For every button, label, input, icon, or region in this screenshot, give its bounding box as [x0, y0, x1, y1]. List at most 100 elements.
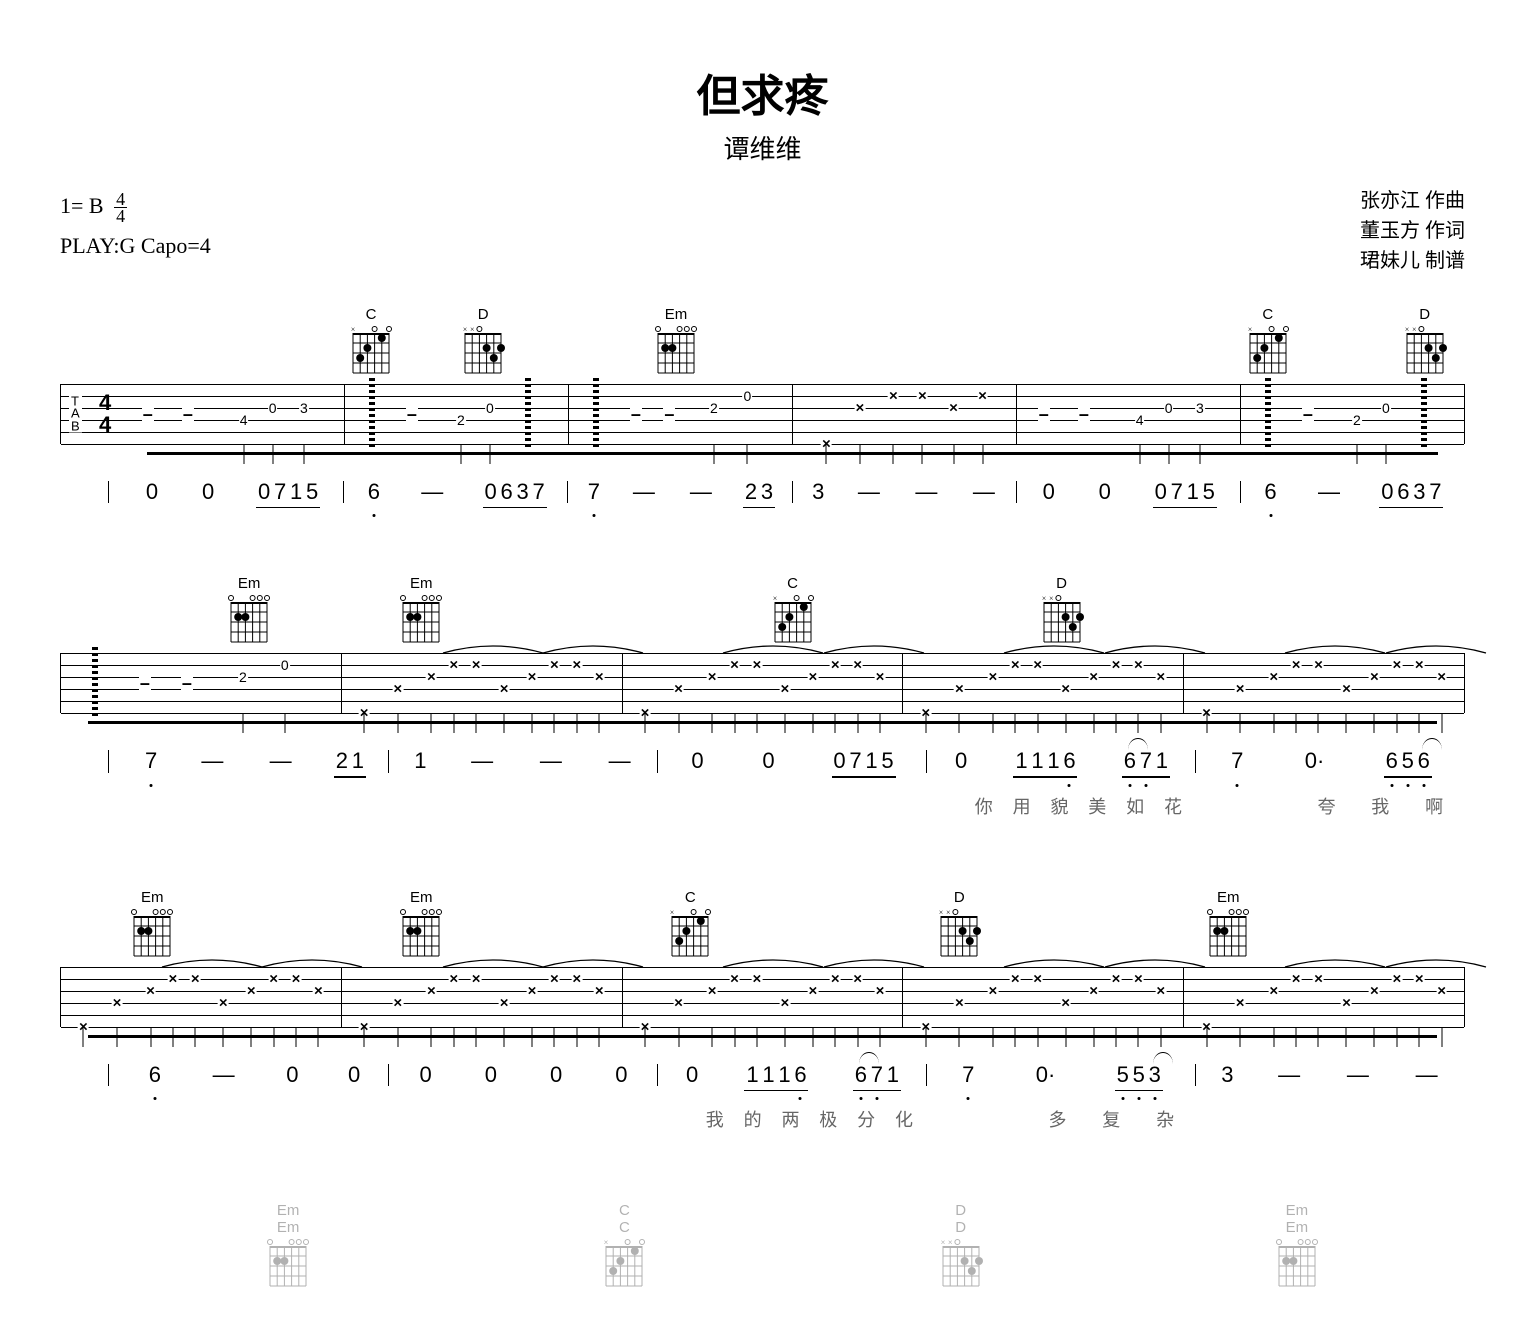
mute-x: × — [729, 971, 740, 986]
jianpu-measure: 01116671 — [927, 748, 1196, 774]
lyric-char: 用 — [1013, 793, 1031, 819]
mute-x: × — [917, 389, 928, 404]
mute-x: × — [1436, 670, 1447, 685]
mute-x: × — [268, 971, 279, 986]
jianpu-note: 3 — [811, 479, 825, 505]
tab-measure: × × × × × × × × × × — [1184, 967, 1464, 1027]
svg-text:×: × — [772, 594, 777, 603]
mute-x: × — [1111, 971, 1122, 986]
chord-label: D — [1419, 306, 1430, 323]
tab-staff: ––2 0 × × × × × × × × × × × × — [60, 653, 1465, 713]
mute-x: × — [392, 995, 403, 1010]
jianpu-row: 7——211———0007150111667170·656 — [120, 748, 1465, 774]
jianpu-note: 5 — [1132, 1062, 1146, 1088]
lyric-measure — [389, 1106, 658, 1132]
fret-number: 2 — [709, 401, 719, 415]
chord-label: Em — [238, 575, 261, 592]
jianpu-note: 7 — [587, 479, 601, 505]
chord-diagram-svg — [130, 908, 174, 958]
lyric-char — [1218, 793, 1232, 819]
chord-row: Em Em C× D×× — [120, 575, 1465, 650]
tab-measure: × × × × × × × × × × — [61, 967, 342, 1027]
jianpu-measure: 6—00 — [120, 1062, 389, 1088]
chord-diagram-C: C× — [771, 575, 815, 644]
jianpu-note: 0 — [257, 479, 271, 505]
chord-diagram-svg: ×× — [939, 1238, 983, 1288]
jianpu-note: 0 — [1154, 479, 1168, 505]
tie-mark — [723, 641, 745, 655]
mute-x: × — [145, 983, 156, 998]
mute-x: × — [571, 658, 582, 673]
jianpu-note: 0 — [285, 1062, 299, 1088]
lyric-char: 化 — [895, 1106, 913, 1132]
jianpu-note: 5 — [1116, 1062, 1130, 1088]
tab-measure: × × × × × × × × × × — [342, 653, 623, 713]
chord-label: D — [954, 889, 965, 906]
lyric-char — [1291, 1106, 1305, 1132]
mute-x: × — [1313, 658, 1324, 673]
jianpu-note: 7 — [1139, 748, 1153, 774]
chord-diagram-D: D×× — [1040, 575, 1084, 644]
mute-x: × — [1010, 971, 1021, 986]
chord-label: Em — [277, 1219, 300, 1236]
credit-line: 董玉方 作词 — [1360, 216, 1465, 246]
jianpu-measure: 000715 — [1017, 479, 1241, 505]
svg-text:×: × — [1048, 594, 1053, 603]
jianpu-note: 1 — [413, 748, 427, 774]
mute-x: × — [988, 983, 999, 998]
mute-x: × — [954, 682, 965, 697]
jianpu-note: 0 — [685, 1062, 699, 1088]
beam-line — [147, 452, 1438, 455]
chord-diagram-Em: Em — [399, 889, 443, 958]
chord-diagram-Em: Em — [130, 889, 174, 958]
svg-text:×: × — [604, 1238, 609, 1247]
fret-number: 4 — [239, 413, 249, 427]
lyric-char: 貌 — [1050, 793, 1068, 819]
credit-line: 张亦江 作曲 — [1360, 186, 1465, 216]
svg-text:×: × — [1247, 325, 1252, 334]
jianpu-dash: — — [210, 1062, 238, 1088]
mute-x: × — [499, 995, 510, 1010]
mute-x: × — [168, 971, 179, 986]
mute-x: × — [1088, 670, 1099, 685]
tab-time-sig: 44 — [99, 392, 111, 436]
chord-diagram-C: C× — [668, 889, 712, 958]
mute-x: × — [594, 670, 605, 685]
jianpu-dash: — — [687, 479, 715, 505]
jianpu-note: 6 — [367, 479, 381, 505]
mute-x: × — [549, 658, 560, 673]
mute-x: × — [426, 983, 437, 998]
jianpu-dash: — — [970, 479, 998, 505]
mute-x: × — [752, 658, 763, 673]
chord-measure-slot: Em — [568, 306, 792, 381]
jianpu-note: 0 — [1098, 479, 1112, 505]
chord-measure-slot: C× — [658, 889, 927, 964]
tie-mark — [1004, 955, 1026, 969]
mute-x: × — [1391, 658, 1402, 673]
arpeggio-mark — [525, 378, 531, 450]
jianpu-measure: 6—0637 — [344, 479, 568, 505]
lyric-char — [215, 1106, 229, 1132]
mute-x: × — [852, 971, 863, 986]
mute-x: × — [392, 682, 403, 697]
jianpu-note: 0 — [833, 748, 847, 774]
jianpu-group: 0715 — [833, 748, 895, 774]
song-title: 但求疼 — [60, 60, 1465, 124]
jianpu-measure: 3——— — [1196, 1062, 1465, 1088]
mute-x: × — [190, 971, 201, 986]
mute-x: × — [1060, 682, 1071, 697]
jianpu-note: 3 — [1148, 1062, 1162, 1088]
chord-diagram-svg — [399, 908, 443, 958]
lyric-char — [949, 1106, 963, 1132]
lyric-char: 夸 — [1317, 793, 1335, 819]
fret-number: 0 — [280, 658, 290, 672]
jianpu-note: 0· — [1305, 748, 1325, 774]
lyric-char: 花 — [1164, 793, 1182, 819]
fret-number: 0 — [1381, 401, 1391, 415]
lyric-measure: 多复杂 — [927, 1106, 1196, 1132]
arpeggio-mark — [1265, 378, 1271, 450]
chord-row: Em Em C× D×× Em — [120, 889, 1465, 964]
mute-x: × — [673, 682, 684, 697]
fret-number: 3 — [299, 401, 309, 415]
mute-x: × — [830, 658, 841, 673]
